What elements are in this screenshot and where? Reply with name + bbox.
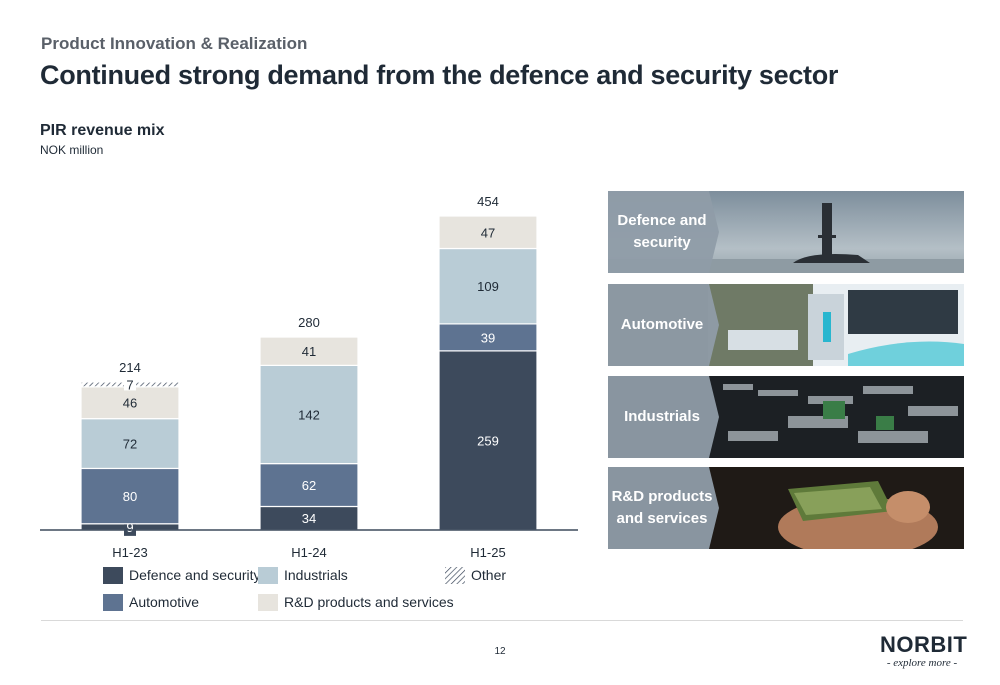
norbit-logo: NORBIT - explore more - — [880, 632, 968, 670]
legend-label-automotive: Automotive — [129, 594, 200, 610]
bar-value-label: 72 — [123, 437, 137, 452]
legend-label-rnd: R&D products and services — [284, 594, 454, 610]
bar-total-label: 214 — [119, 360, 141, 375]
bar-value-label: 39 — [481, 330, 495, 345]
bar-segment-r-d-products-and-services — [259, 336, 359, 366]
sector-card-rnd: R&D products and services — [608, 467, 964, 549]
bar-segment-automotive — [80, 467, 180, 525]
section-title: Product Innovation & Realization — [41, 34, 308, 53]
sector-label: R&D products and services — [611, 488, 713, 527]
legend-swatch-automotive — [103, 594, 123, 611]
bar-value-label: 62 — [302, 478, 316, 493]
bar-value-label: 109 — [477, 279, 499, 294]
legend-label-industrials: Industrials — [284, 567, 348, 583]
sector-label: Defence and security — [617, 212, 707, 251]
bar-value-label: 46 — [123, 396, 137, 411]
sector-label: Automotive — [620, 316, 704, 333]
bar-value-label: 7 — [126, 377, 133, 392]
sector-card-automotive: Automotive — [608, 284, 964, 366]
bar-segment-industrials — [80, 418, 180, 470]
bar-value-label: 80 — [123, 489, 137, 504]
chart-unit: NOK million — [40, 143, 104, 157]
bar-value-label: 142 — [298, 407, 320, 422]
x-tick-label: H1-24 — [291, 545, 326, 560]
label-panel — [608, 467, 719, 549]
x-tick-label: H1-25 — [470, 545, 505, 560]
logo-text: NORBIT — [880, 632, 968, 657]
bar-segment-defence-and-security — [438, 350, 538, 531]
legend-swatch-rnd — [258, 594, 278, 611]
bar-value-label: 47 — [481, 225, 495, 240]
footer-divider — [41, 620, 963, 621]
x-tick-label: H1-23 — [112, 545, 147, 560]
sector-label: Industrials — [624, 408, 700, 425]
label-panel — [608, 376, 719, 458]
page-title: Continued strong demand from the defence… — [40, 60, 839, 90]
bar-value-label: 34 — [302, 511, 316, 526]
page-number: 12 — [494, 646, 506, 657]
bar-segment-industrials — [438, 247, 538, 325]
bar-segment-industrials — [259, 364, 359, 465]
bar-value-label: 9 — [126, 520, 133, 535]
label-background — [124, 378, 136, 391]
sector-card-industrials: Industrials — [608, 376, 964, 458]
revenue-mix-chart: 9 80 72 46 7 214 H1-23 34 62 142 41 280 H1-24 259 39 10… — [40, 194, 578, 560]
label-panel — [608, 284, 719, 366]
logo-tagline: - explore more - — [886, 657, 958, 669]
sector-card-defence: Defence and security — [608, 191, 964, 273]
chart-title: PIR revenue mix — [40, 122, 165, 139]
legend-swatch-defence — [103, 567, 123, 584]
bar-segment-r-d-products-and-services — [438, 215, 538, 250]
label-panel — [608, 191, 719, 273]
legend-label-other: Other — [471, 567, 507, 583]
bar-total-label: 280 — [298, 315, 320, 330]
legend-swatch-industrials — [258, 567, 278, 584]
bar-total-label: 454 — [477, 194, 499, 209]
legend-label-defence: Defence and security — [129, 567, 261, 583]
bar-value-label: 41 — [302, 344, 316, 359]
bar-value-label: 259 — [477, 433, 499, 448]
legend-swatch-other — [445, 567, 465, 584]
bar-segment-automotive — [259, 463, 359, 508]
